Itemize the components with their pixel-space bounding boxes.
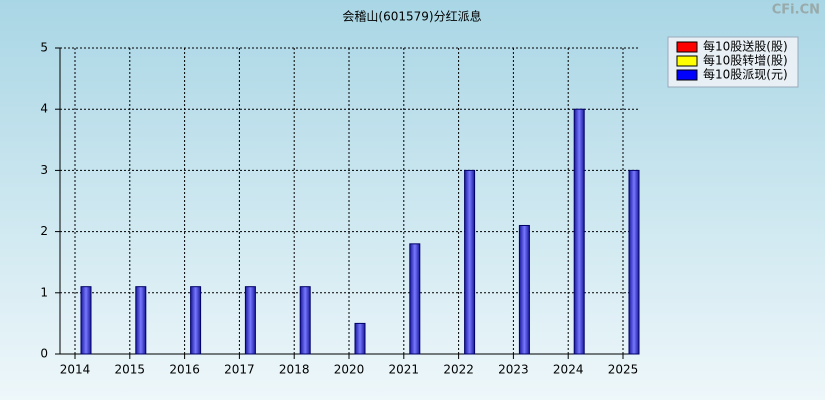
legend-swatch (676, 55, 698, 67)
chart-title: 会稽山(601579)分红派息 (342, 9, 481, 24)
x-tick-label: 2021 (389, 363, 420, 377)
x-tick-label: 2022 (443, 363, 474, 377)
y-tick-label: 3 (40, 163, 48, 177)
x-tick-label: 2017 (224, 363, 255, 377)
bar (464, 169, 476, 355)
y-tick-label: 0 (40, 347, 48, 361)
x-tick-label: 2014 (60, 363, 91, 377)
bar (518, 224, 530, 355)
x-tick-label: 2024 (553, 363, 584, 377)
bar (628, 169, 640, 355)
y-tick-label: 2 (40, 224, 48, 238)
x-tick-label: 2025 (608, 363, 639, 377)
bar (135, 286, 147, 355)
y-tick-label: 1 (40, 285, 48, 299)
x-tick-label: 2023 (498, 363, 529, 377)
y-tick-label: 4 (40, 102, 48, 116)
bar (354, 322, 366, 355)
bar (190, 286, 202, 355)
bar (80, 286, 92, 355)
x-tick-label: 2020 (334, 363, 365, 377)
legend-swatch (676, 69, 698, 81)
bar (244, 286, 256, 355)
x-tick-label: 2016 (169, 363, 200, 377)
bar (299, 286, 311, 355)
legend-label: 每10股派现(元) (703, 67, 788, 82)
legend-label: 每10股转增(股) (703, 53, 788, 68)
x-tick-label: 2015 (115, 363, 146, 377)
y-tick-label: 5 (40, 41, 48, 55)
legend-label: 每10股送股(股) (703, 39, 788, 54)
x-tick-label: 2018 (279, 363, 310, 377)
watermark: CFi.CN (772, 3, 820, 18)
legend-swatch (676, 41, 698, 53)
bar (409, 243, 421, 355)
bar (573, 108, 585, 355)
